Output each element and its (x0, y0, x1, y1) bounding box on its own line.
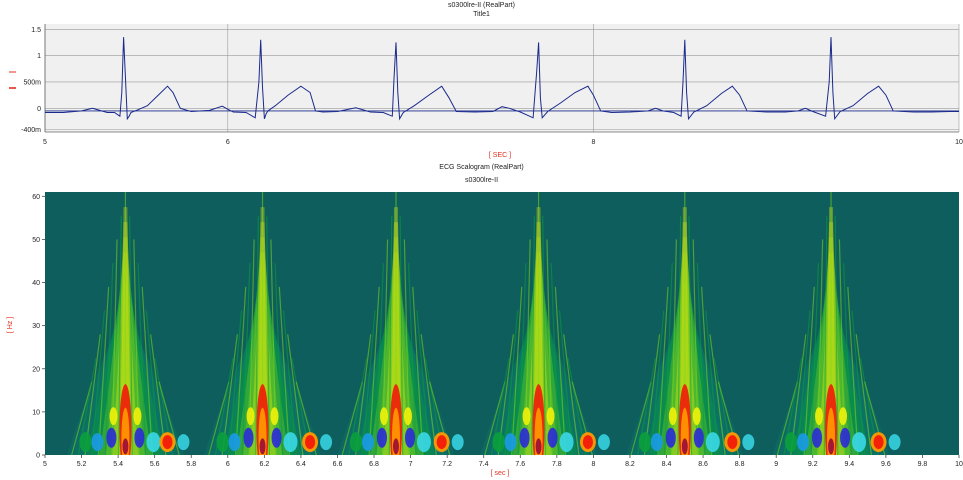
scalogram-heatmap: 0 10 20 30 40 50 60 5 5.2 5.4 5.6 5.8 6 6.2 6.4 6.6 6.8… (7, 192, 963, 477)
scalogram-event-cone (480, 192, 598, 455)
scalogram-x-tick-label: 8.4 (662, 461, 672, 468)
scalogram-x-tick-label: 7.4 (479, 461, 489, 468)
ecg-x-axis-label: [ SEC ] (489, 152, 511, 159)
scalogram-t-wave-blob (597, 434, 610, 451)
scalogram-t-wave-blob (888, 434, 901, 451)
scalogram-x-tick-label: 6.6 (333, 461, 343, 468)
scalogram-event-cone (772, 192, 890, 455)
scalogram-x-tick-label: 7.8 (552, 461, 562, 468)
scalogram-x-tick-label: 7 (409, 461, 413, 468)
scalogram-x-tick-label: 8.8 (735, 461, 745, 468)
scalogram-x-tick-label: 9.6 (881, 461, 891, 468)
ecg-y-tick-label: 0 (37, 106, 41, 113)
scalogram-t-wave-blob (162, 435, 173, 450)
ecg-plot-area (45, 24, 959, 132)
bottom-chart-subtitle: s0300lre-II (464, 177, 499, 184)
scalogram-t-wave-blob (305, 435, 316, 450)
scalogram-x-tick-label: 8.2 (625, 461, 635, 468)
scalogram-event-cone (66, 192, 184, 455)
scalogram-x-tick-label: 5 (43, 461, 47, 468)
scalogram-event-cone (337, 192, 455, 455)
scalogram-x-tick-label: 9 (774, 461, 778, 468)
ecg-series-line (45, 37, 959, 121)
ecg-y-tick-label: 1.5 (31, 27, 41, 34)
top-chart-subtitle: Title1 (473, 11, 490, 18)
scalogram-t-wave-blob (582, 435, 593, 450)
scalogram-y-tick-label: 30 (32, 323, 40, 330)
scalogram-x-tick-label: 9.8 (918, 461, 928, 468)
ecg-y-tick-label: 1 (37, 53, 41, 60)
scalogram-x-axis-label: [ sec ] (491, 470, 510, 477)
scalogram-y-axis-label: [ Hz ] (7, 317, 14, 333)
scalogram-t-wave-blob (727, 435, 738, 450)
scalogram-y-tick-label: 50 (32, 237, 40, 244)
scalogram-t-wave-blob (742, 434, 755, 451)
scalogram-x-tick-label: 5.2 (77, 461, 87, 468)
bottom-chart-title: ECG Scalogram (RealPart) (439, 164, 524, 171)
top-chart-title: s0300lre-II (RealPart) (448, 2, 515, 9)
scalogram-x-tick-label: 5.6 (150, 461, 160, 468)
ecg-y-tick-label: 500m (23, 79, 41, 86)
ecg-x-tick-label: 6 (226, 139, 230, 146)
scalogram-event-cone (204, 192, 322, 455)
scalogram-y-tick-label: 20 (32, 366, 40, 373)
ecg-line-chart: 1.5 1 500m 0 -400m 5 6 8 10 [ SEC ] (9, 24, 963, 159)
scalogram-t-wave-blob (451, 434, 464, 451)
scalogram-event-cone (626, 192, 744, 455)
scalogram-t-wave-blob (177, 434, 190, 451)
scalogram-t-wave-blob (436, 435, 447, 450)
scalogram-y-tick-label: 10 (32, 409, 40, 416)
ecg-x-tick-label: 5 (43, 139, 47, 146)
scalogram-y-tick-label: 60 (32, 194, 40, 201)
ecg-x-tick-label: 8 (591, 139, 595, 146)
scalogram-x-tick-label: 7.6 (515, 461, 525, 468)
scalogram-y-tick-label: 0 (36, 453, 40, 460)
ecg-x-tick-label: 10 (955, 139, 963, 146)
scalogram-x-tick-label: 10 (955, 461, 963, 468)
scalogram-y-tick-label: 40 (32, 280, 40, 287)
scalogram-x-tick-label: 5.4 (113, 461, 123, 468)
scalogram-x-tick-label: 6.4 (296, 461, 306, 468)
scalogram-x-tick-label: 9.2 (808, 461, 818, 468)
scalogram-x-tick-label: 6 (226, 461, 230, 468)
scalogram-x-tick-label: 6.8 (369, 461, 379, 468)
scalogram-x-tick-label: 5.8 (186, 461, 196, 468)
scalogram-t-wave-blob (320, 434, 333, 451)
scalogram-x-tick-label: 6.2 (259, 461, 269, 468)
scalogram-x-tick-label: 9.4 (844, 461, 854, 468)
ecg-y-tick-label: -400m (21, 127, 41, 134)
scalogram-x-tick-label: 7.2 (442, 461, 452, 468)
scalogram-t-wave-blob (873, 435, 884, 450)
scalogram-x-tick-label: 8.6 (698, 461, 708, 468)
scalogram-x-tick-label: 8 (591, 461, 595, 468)
